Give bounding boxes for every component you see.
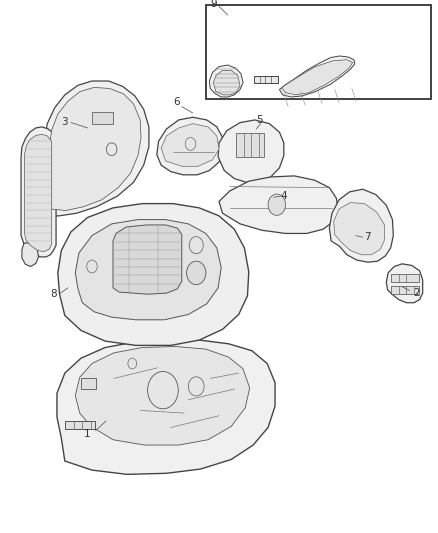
Text: 2: 2 bbox=[413, 288, 420, 298]
Polygon shape bbox=[219, 176, 338, 233]
Bar bbox=[254, 76, 278, 83]
Circle shape bbox=[268, 194, 286, 215]
Bar bbox=[92, 112, 113, 124]
Bar bbox=[236, 133, 264, 157]
Bar bbox=[65, 421, 95, 429]
Polygon shape bbox=[329, 189, 393, 262]
Bar bbox=[391, 274, 419, 282]
Polygon shape bbox=[75, 220, 221, 320]
Text: 1: 1 bbox=[84, 430, 91, 439]
Polygon shape bbox=[161, 124, 219, 166]
Polygon shape bbox=[42, 214, 49, 230]
Text: 5: 5 bbox=[256, 115, 263, 125]
Circle shape bbox=[187, 261, 206, 285]
Polygon shape bbox=[58, 204, 249, 345]
Text: 7: 7 bbox=[364, 232, 371, 242]
Bar bbox=[206, 5, 431, 99]
Text: 6: 6 bbox=[173, 98, 180, 107]
Text: 8: 8 bbox=[50, 289, 57, 299]
Polygon shape bbox=[57, 340, 275, 474]
Polygon shape bbox=[218, 120, 284, 182]
Bar bbox=[81, 378, 96, 389]
Polygon shape bbox=[25, 134, 52, 252]
Polygon shape bbox=[279, 56, 355, 97]
Polygon shape bbox=[21, 127, 56, 257]
Polygon shape bbox=[213, 70, 240, 95]
Polygon shape bbox=[75, 346, 250, 445]
Polygon shape bbox=[209, 65, 243, 97]
Text: 9: 9 bbox=[210, 0, 217, 9]
Polygon shape bbox=[334, 203, 385, 255]
Polygon shape bbox=[49, 87, 141, 211]
Polygon shape bbox=[22, 243, 39, 266]
Text: 3: 3 bbox=[61, 117, 68, 126]
Polygon shape bbox=[386, 264, 423, 303]
Polygon shape bbox=[113, 225, 182, 294]
Polygon shape bbox=[42, 81, 149, 216]
Text: 4: 4 bbox=[280, 191, 287, 201]
Bar bbox=[391, 286, 419, 294]
Polygon shape bbox=[282, 60, 353, 95]
Polygon shape bbox=[157, 117, 223, 175]
